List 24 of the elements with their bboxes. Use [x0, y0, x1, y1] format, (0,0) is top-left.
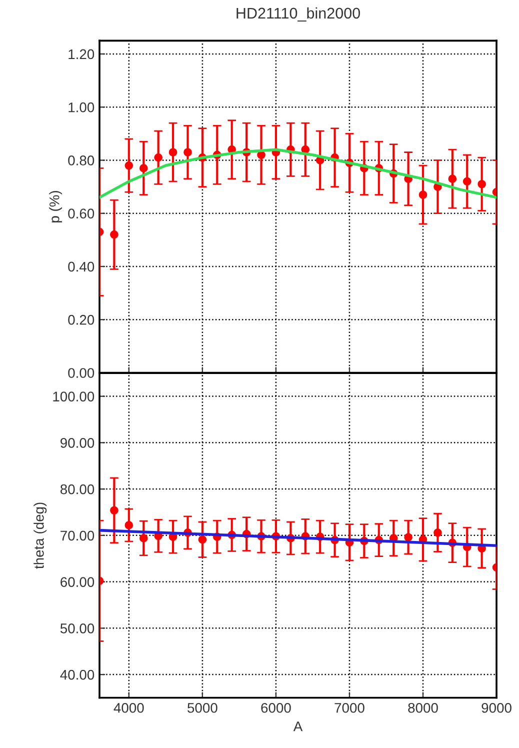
y-tick-label: 100.00: [53, 392, 94, 402]
y-tick-label: 0.60: [68, 208, 94, 219]
x-tick-label: 9000: [482, 702, 512, 713]
y-tick-label: 40.00: [60, 670, 94, 680]
y-tick-label: 70.00: [60, 530, 94, 541]
x-tick-label: 6000: [261, 702, 291, 713]
x-tick-label: 7000: [334, 702, 364, 713]
x-tick-label: 4000: [114, 702, 144, 713]
y-tick-label: 50.00: [60, 624, 94, 634]
y-tick-label: 1.20: [68, 49, 94, 60]
y-tick-label: 80.00: [60, 484, 94, 494]
x-tick-label: 5000: [188, 702, 218, 713]
x-axis-title: A: [293, 722, 303, 732]
y-axis-title: p (%): [49, 190, 62, 222]
y-tick-label: 1.00: [68, 102, 94, 112]
y-tick-label: 0.00: [68, 368, 94, 378]
y-tick-label: 0.20: [68, 314, 94, 325]
chart-title: HD21110_bin2000: [236, 7, 360, 22]
y-axis-title: theta (deg): [34, 502, 47, 569]
y-tick-label: 0.80: [68, 156, 94, 166]
x-tick-label: 8000: [408, 702, 438, 713]
y-tick-label: 0.40: [68, 262, 94, 272]
y-tick-label: 60.00: [60, 577, 94, 587]
y-tick-label: 90.00: [60, 438, 94, 448]
